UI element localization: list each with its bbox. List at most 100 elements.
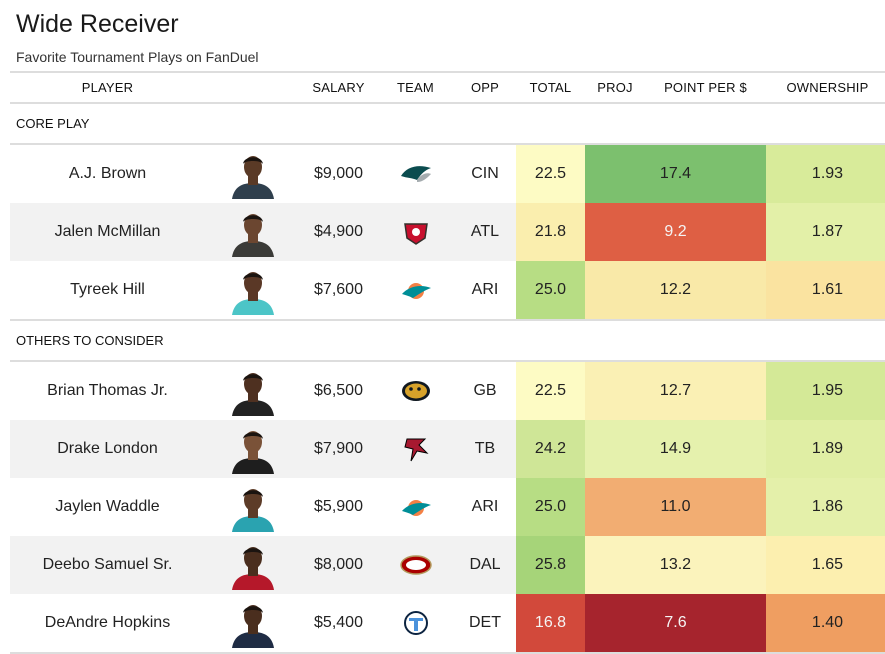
col-header-proj[interactable]: PROJ [585,71,645,104]
section-label: CORE PLAY [10,103,885,145]
player-headshot-image [228,366,278,416]
col-header-total[interactable]: TOTAL [516,71,585,104]
player-headshot-image [228,207,278,257]
col-header-salary[interactable]: SALARY [300,71,377,104]
player-headshot [205,203,300,261]
salary-cell: $4,900 [300,203,377,261]
salary-cell: $8,000 [300,536,377,594]
player-headshot [205,144,300,203]
proj-cell: 17.4 [585,144,766,203]
total-cell: 22.5 [516,144,585,203]
titans-logo-icon [377,594,454,654]
player-headshot-image [228,482,278,532]
salary-cell: $6,500 [314,382,363,399]
section-label: OTHERS TO CONSIDER [10,319,885,362]
opp-cell: DAL [454,536,516,594]
salary-cell: $5,900 [314,498,363,515]
header-row: PLAYER SALARY TEAM OPP TOTAL PROJ POINT … [10,71,885,104]
point-per-dollar-cell: 1.40 [766,594,885,654]
player-name: Tyreek Hill [70,281,145,298]
player-name: Brian Thomas Jr. [47,382,168,399]
player-name: Deebo Samuel Sr. [10,536,205,594]
falcons-logo-icon [377,420,454,478]
proj-cell: 14.9 [585,420,766,478]
player-headshot [205,536,300,594]
total-cell: 22.5 [516,361,585,420]
point-per-dollar-cell: 1.86 [766,478,885,536]
buccaneers-logo-icon [399,218,433,246]
player-name: DeAndre Hopkins [10,594,205,654]
point-per-dollar-cell: 1.89 [766,420,885,478]
proj-cell: 11.0 [585,478,766,536]
49ers-logo-icon [399,551,433,579]
dolphins-logo-icon [399,276,433,304]
col-header-team[interactable]: TEAM [377,71,454,104]
total-cell: 25.0 [516,478,585,536]
total-cell: 21.8 [516,203,585,261]
titans-logo-icon [399,609,433,637]
col-header-opp[interactable]: OPP [454,71,516,104]
opp-cell: CIN [471,165,499,182]
point-per-dollar-cell: 1.95 [766,361,885,420]
opp-cell: ARI [471,281,499,298]
jaguars-logo-icon [377,361,454,420]
page-subtitle: Favorite Tournament Plays on FanDuel [16,49,259,65]
player-headshot [205,594,300,654]
point-per-dollar-cell: 1.93 [766,144,885,203]
salary-cell: $7,600 [314,281,363,298]
player-headshot [205,420,300,478]
salary-cell: $9,000 [314,165,363,182]
total-cell: 24.2 [516,420,585,478]
opp-cell: DET [454,594,516,654]
eagles-logo-icon [377,144,454,203]
player-name: A.J. Brown [68,165,147,182]
dolphins-logo-icon [399,493,433,521]
player-name: Jaylen Waddle [55,498,160,515]
player-headshot [205,478,300,536]
player-headshot-image [228,265,278,315]
opp-cell: TB [454,420,516,478]
total-cell: 25.8 [516,536,585,594]
proj-cell: 13.2 [585,536,766,594]
proj-cell: 12.2 [585,261,766,320]
section-header-row: OTHERS TO CONSIDER [10,319,885,362]
falcons-logo-icon [399,435,433,463]
49ers-logo-icon [377,536,454,594]
proj-cell: 12.7 [585,361,766,420]
col-header-ownership[interactable]: OWNERSHIP [766,71,885,104]
player-headshot [205,261,300,320]
player-name: Drake London [10,420,205,478]
opp-cell: GB [473,382,497,399]
eagles-logo-icon [399,160,433,188]
buccaneers-logo-icon [377,203,454,261]
proj-cell: 9.2 [585,203,766,261]
jaguars-logo-icon [399,377,433,405]
total-cell: 25.0 [516,261,585,320]
col-header-player[interactable]: PLAYER [10,71,205,104]
col-header-point-per-dollar[interactable]: POINT PER $ [645,71,766,104]
section-header-row: CORE PLAY [10,103,885,145]
player-headshot-image [228,598,278,648]
dolphins-logo-icon [377,478,454,536]
player-name: Jalen McMillan [10,203,205,261]
salary-cell: $5,400 [300,594,377,654]
player-headshot [205,361,300,420]
col-header-photo [205,71,300,104]
point-per-dollar-cell: 1.61 [766,261,885,320]
player-headshot-image [228,424,278,474]
player-headshot-image [228,540,278,590]
total-cell: 16.8 [516,594,585,654]
point-per-dollar-cell: 1.87 [766,203,885,261]
point-per-dollar-cell: 1.65 [766,536,885,594]
player-headshot-image [228,149,278,199]
opp-cell: ARI [471,498,499,515]
salary-cell: $7,900 [300,420,377,478]
